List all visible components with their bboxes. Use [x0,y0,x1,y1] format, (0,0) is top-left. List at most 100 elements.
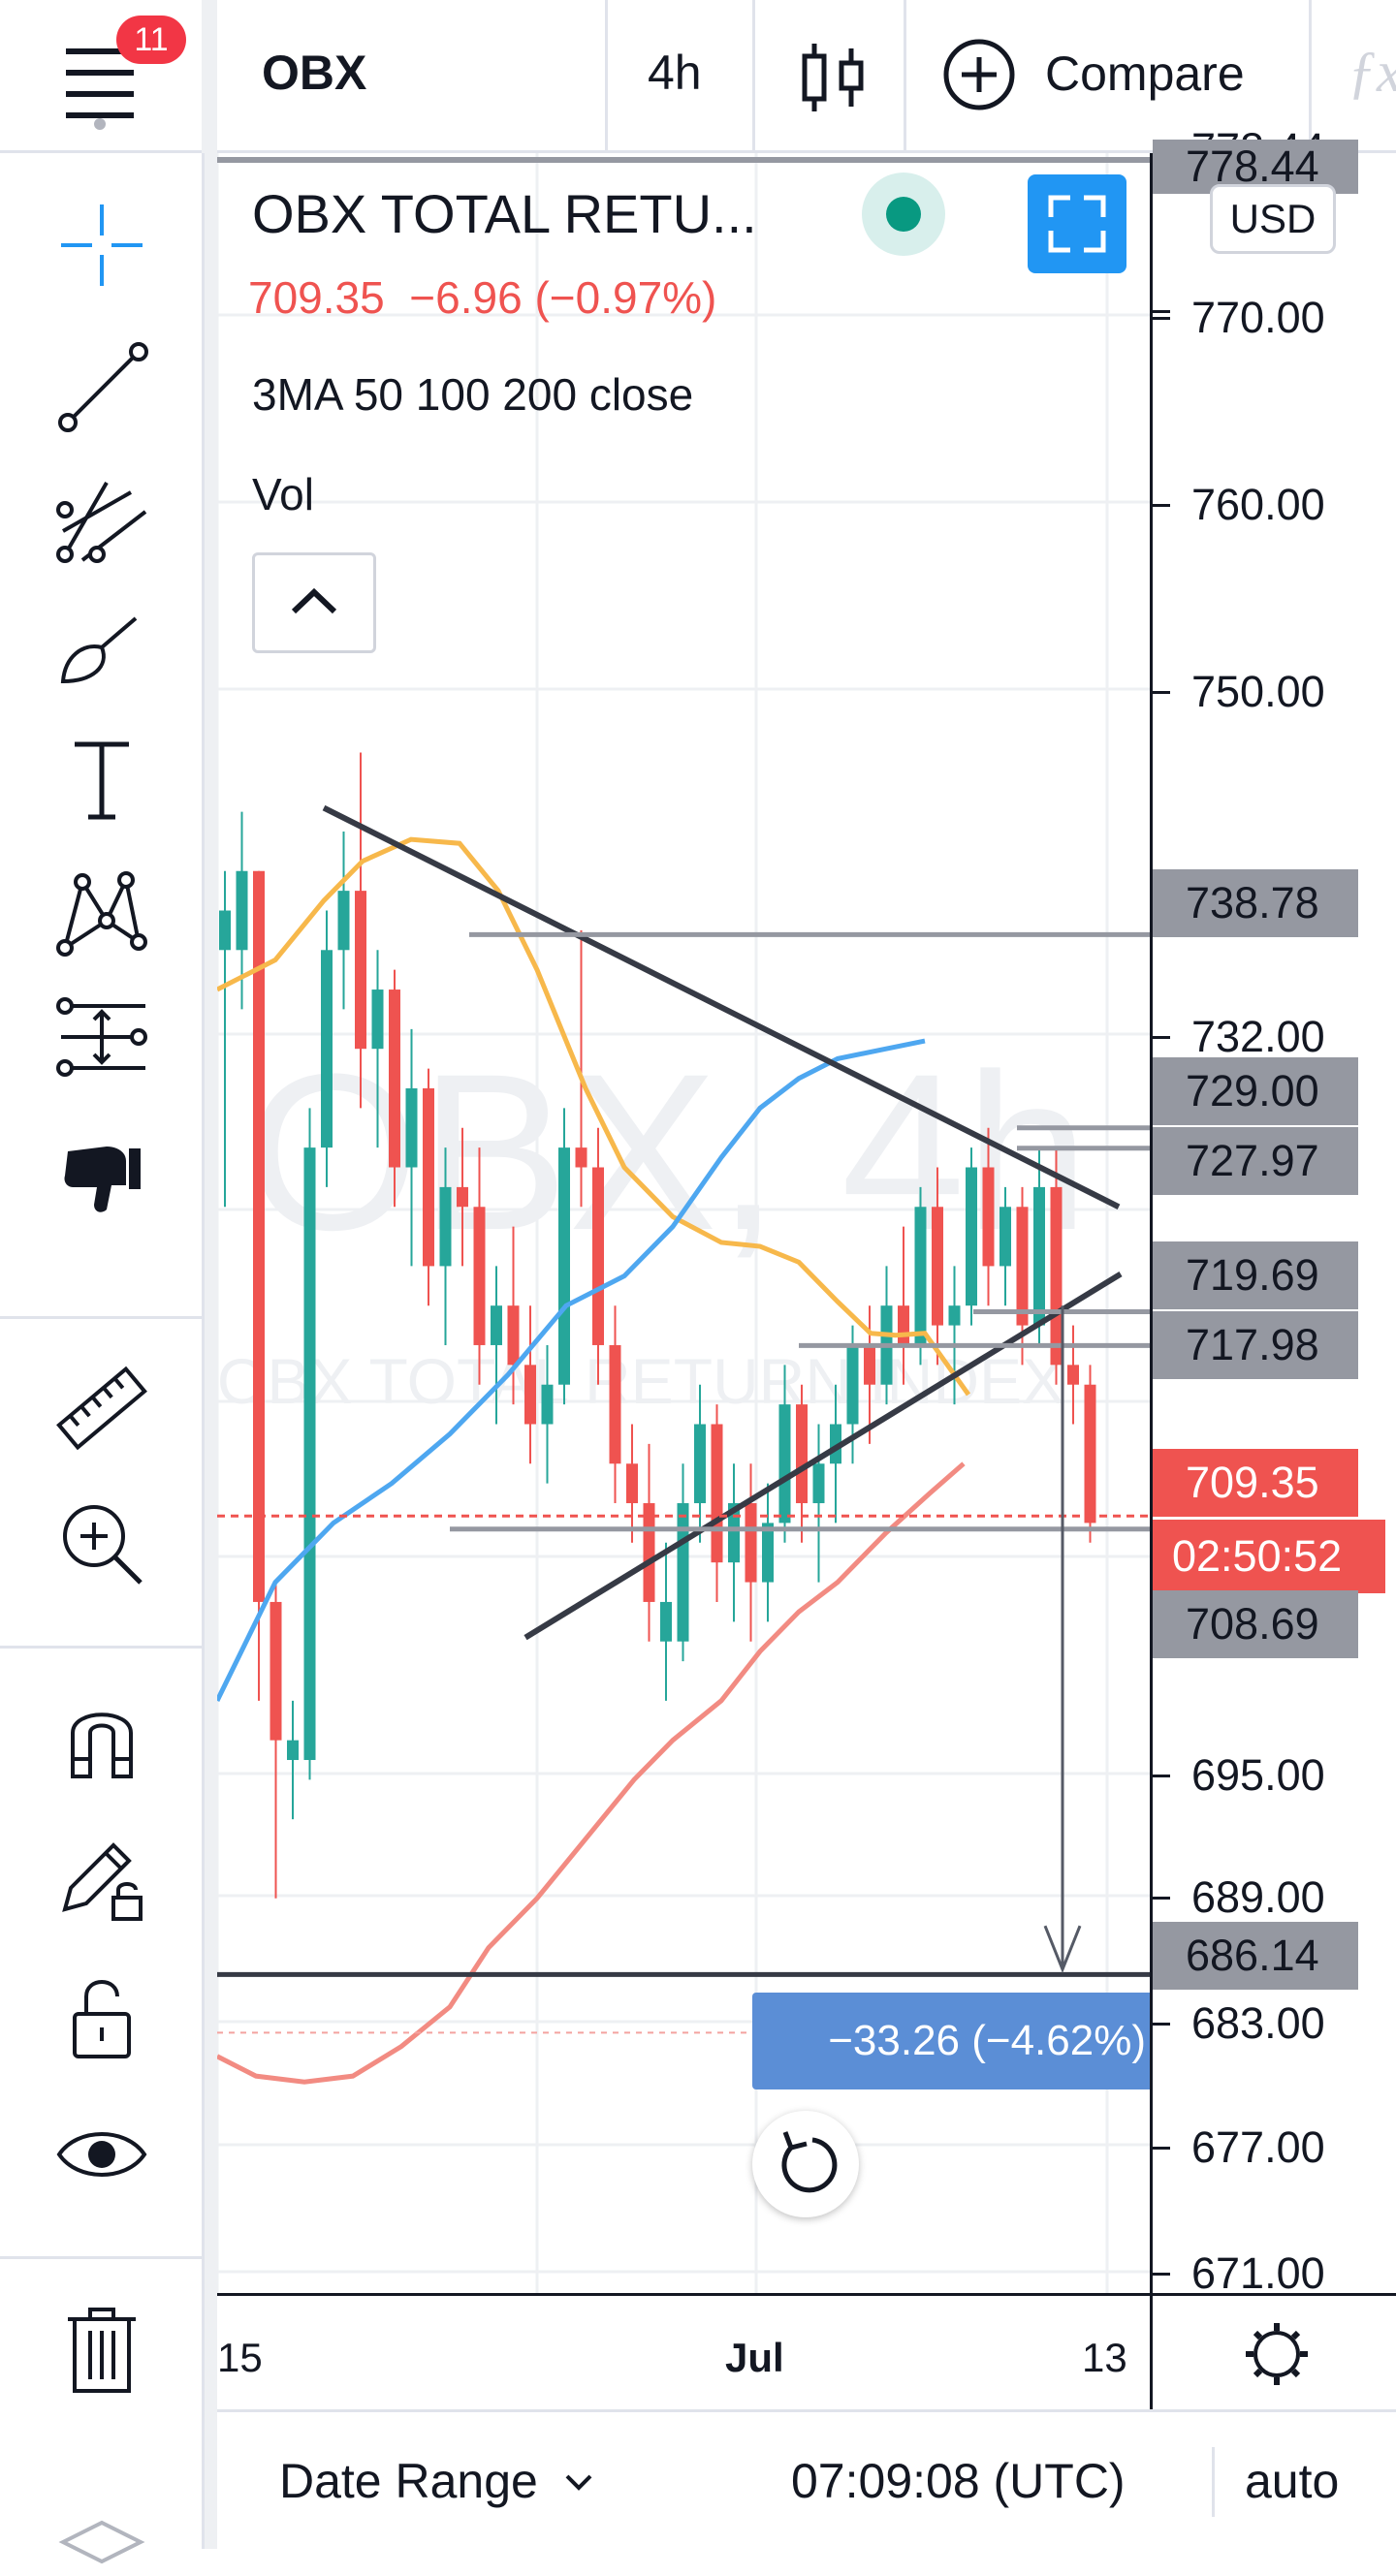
reset-button[interactable] [752,2111,859,2217]
magnet-tool[interactable] [48,1684,155,1791]
candle-body [796,1404,808,1504]
ma100-line [217,1038,926,1702]
legend-price: 709.35 [248,272,385,323]
candle-body [439,1186,452,1267]
crosshair-icon [61,204,143,286]
brush-icon [60,616,138,684]
countdown-tag: 02:50:52 [1153,1520,1385,1593]
watermark-symbol: OBX, 4h [246,1027,1089,1276]
chart-type-button[interactable] [785,29,882,126]
candle-body [948,1305,961,1326]
ruler-icon [56,1366,147,1451]
legend-values: 709.35 −6.96 (−0.97%) [248,271,716,324]
candle-body [762,1523,774,1583]
candle-body [389,990,400,1168]
brush-tool[interactable] [48,594,155,701]
measure-tool[interactable] [48,1355,155,1461]
legend-ma[interactable]: 3MA 50 100 200 close [252,369,694,420]
crosshair-tool[interactable] [48,192,155,298]
price-tag: 727.97 [1153,1127,1358,1195]
candle-body [1050,1186,1063,1366]
separator [1212,2447,1215,2517]
candle-body [321,950,333,1148]
ma200-line [217,1461,966,2085]
object-tree-tool[interactable] [48,2469,155,2576]
chevron-down-icon [565,2474,592,2491]
symbol-button[interactable]: OBX [262,46,367,100]
candle-body [966,1167,977,1306]
candle-body [745,1503,757,1583]
bottom-toolbar: Date Range 07:09:08 (UTC) auto [217,2409,1396,2552]
legend-title[interactable]: OBX TOTAL RETU... [252,183,757,244]
candle-body [491,1305,502,1345]
chart-settings-button[interactable] [1150,2293,1396,2412]
hide-drawings-tool[interactable] [48,2101,155,2208]
candle-body [846,1344,859,1425]
chevron-up-icon [291,587,337,614]
fullscreen-button[interactable] [1028,174,1126,273]
candle-body [728,1503,740,1563]
interval-button[interactable]: 4h [648,46,702,100]
price-tick: 732.00 [1191,1012,1325,1061]
icon-tool[interactable] [48,1122,155,1229]
price-tick: 677.00 [1191,2122,1325,2172]
chart-pane[interactable]: OBX, 4h OBX TOTAL RETURN INDEX OBX TOTAL… [217,153,1150,2293]
layers-icon [58,2520,145,2564]
candle-body [303,1147,316,1761]
hamburger-icon [66,48,134,130]
candle-body [1084,1384,1096,1524]
price-axis[interactable]: 778.44 770.00 760.00 750.00 732.00 695.0… [1150,124,1396,2298]
auto-scale-button[interactable]: auto [1245,2454,1340,2508]
candle-body [236,870,248,951]
drawing-toolbar [0,153,205,2564]
candle-body [778,1404,791,1524]
status-dot[interactable] [862,173,945,256]
candle-body [423,1087,434,1267]
watermark-name: OBX TOTAL RETURN INDEX [217,1345,1064,1417]
text-tool[interactable] [48,725,155,832]
price-tick: 770.00 [1191,293,1325,342]
indicators-icon[interactable]: ƒx [1348,40,1396,104]
price-tag: 738.78 [1153,869,1358,937]
time-tick: 15 [217,2335,263,2380]
candle-body [643,1503,655,1602]
candle-body [541,1384,554,1425]
price-tag: 708.69 [1153,1590,1358,1658]
compare-button[interactable]: Compare [940,34,1270,121]
date-range-button[interactable]: Date Range [279,2453,598,2509]
trend-line-icon [58,342,148,432]
drawings [217,804,1150,2034]
collapse-legend-button[interactable] [252,552,376,653]
left-panel-divider [202,0,217,2549]
pattern-tool[interactable] [48,858,155,964]
trend-line-tool[interactable] [48,332,155,439]
zoom-tool[interactable] [48,1491,155,1597]
candle-body [507,1305,520,1366]
price-tick: 760.00 [1191,480,1325,529]
candle-body [1016,1207,1029,1326]
pitchfork-icon [56,482,147,563]
lock-all-tool[interactable] [48,1963,155,2069]
ma50-line [217,836,971,1397]
candle-body [473,1207,486,1345]
time-axis[interactable]: 15 Jul 13 [217,2293,1150,2412]
prediction-tool[interactable] [48,984,155,1090]
pattern-icon [56,871,147,957]
utc-clock[interactable]: 07:09:08 (UTC) [791,2454,1126,2508]
remove-drawings-tool[interactable] [48,2297,155,2403]
fib-tool[interactable] [48,468,155,575]
candle-body [1067,1365,1079,1385]
currency-button[interactable]: USD [1210,184,1336,254]
text-icon [75,741,129,820]
legend-vol[interactable]: Vol [252,469,314,519]
triangle-lower-trendline [524,1272,1123,1641]
candlestick-icon [802,44,864,111]
moving-averages [217,836,971,2085]
candle-body [337,891,350,951]
candle-body [253,870,265,1602]
lock-drawing-tool[interactable] [48,1825,155,1932]
price-chart[interactable]: OBX, 4h OBX TOTAL RETURN INDEX [217,153,1150,2293]
gear-icon [1246,2323,1308,2385]
plus-circle-icon [943,39,1015,110]
menu-button[interactable]: 11 [39,16,186,136]
